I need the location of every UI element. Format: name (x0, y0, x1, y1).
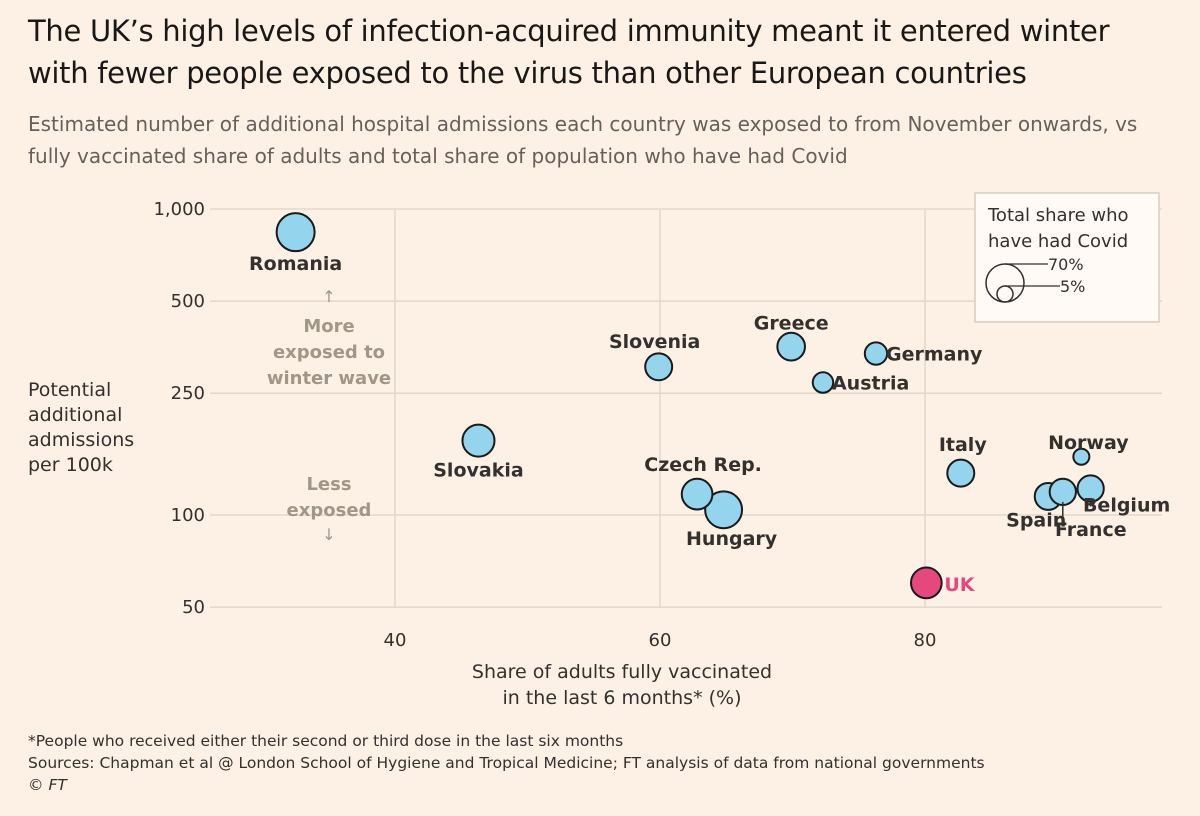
y-tick-label: 50 (182, 597, 205, 618)
x-tick-label: 80 (914, 630, 937, 651)
copyright-symbol: © (28, 776, 44, 794)
point-label-austria: Austria (832, 373, 909, 395)
point-austria (811, 371, 835, 394)
footnote: *People who received either their second… (28, 732, 624, 750)
annotation-down-arrow: ↓ (322, 525, 335, 544)
legend-size-label: 70% (1048, 255, 1084, 274)
point-czech-rep (680, 477, 714, 511)
point-label-slovenia: Slovenia (609, 331, 700, 353)
point-norway (1072, 447, 1091, 466)
y-axis-label-line: Potential (28, 379, 111, 401)
sources-note: Sources: Chapman et al @ London School o… (28, 754, 985, 772)
chart-subtitle: Estimated number of additional hospital … (28, 112, 1138, 168)
y-axis-label-line: per 100k (28, 454, 113, 476)
annotation-down-line: exposed (287, 500, 372, 521)
point-greece (776, 331, 806, 362)
point-label-uk: UK (944, 574, 975, 596)
point-germany (863, 341, 889, 366)
legend-title-line: have had Covid (988, 231, 1128, 252)
copyright-text: FT (48, 776, 67, 794)
x-tick-label: 60 (649, 630, 672, 651)
point-france (1048, 477, 1077, 507)
x-axis-label-line: Share of adults fully vaccinated (472, 661, 772, 683)
point-slovakia (461, 423, 496, 458)
annotation-up-line: winter wave (267, 368, 391, 389)
legend-size-label: 5% (1060, 277, 1085, 296)
point-label-romania: Romania (249, 253, 342, 275)
chart-title: The UK’s high levels of infection-acquir… (28, 14, 1110, 90)
y-tick-label: 100 (171, 505, 205, 526)
y-axis-label-line: admissions (28, 429, 134, 451)
footer: *People who received either their second… (28, 730, 1178, 796)
point-label-germany: Germany (886, 344, 983, 366)
point-uk (909, 566, 943, 600)
legend-box (974, 192, 1160, 323)
annotation-up-line: More (303, 316, 354, 337)
y-tick-label: 500 (171, 291, 205, 312)
point-slovenia (644, 352, 674, 382)
scatter-chart: 1,000 500 250 100 50 40 60 80 Potential additiona… (28, 192, 1170, 709)
point-label-italy: Italy (939, 434, 987, 456)
point-label-spain: Spain (1006, 509, 1066, 531)
point-label-norway: Norway (1048, 432, 1129, 454)
point-label-greece: Greece (754, 313, 829, 335)
y-axis-label-line: additional (28, 404, 122, 426)
annotation-up-line: exposed to (273, 342, 385, 363)
y-tick-label: 1,000 (153, 199, 205, 220)
point-label-hungary: Hungary (686, 528, 778, 550)
point-label-france: France (1055, 519, 1127, 541)
y-tick-label: 250 (171, 383, 205, 404)
point-label-slovakia: Slovakia (433, 460, 523, 482)
copyright: © FT (28, 774, 1178, 796)
annotation-down-line: Less (306, 474, 351, 495)
annotation-up-arrow: ↑ (322, 287, 335, 306)
x-axis-label-line: in the last 6 months* (%) (502, 687, 741, 709)
point-hungary (704, 490, 744, 530)
point-romania (275, 212, 316, 253)
legend-title-line: Total share who (987, 205, 1129, 226)
point-label-czech-rep: Czech Rep. (644, 454, 762, 476)
x-tick-label: 40 (384, 630, 407, 651)
point-italy (946, 458, 976, 488)
point-label-belgium: Belgium (1083, 495, 1170, 517)
